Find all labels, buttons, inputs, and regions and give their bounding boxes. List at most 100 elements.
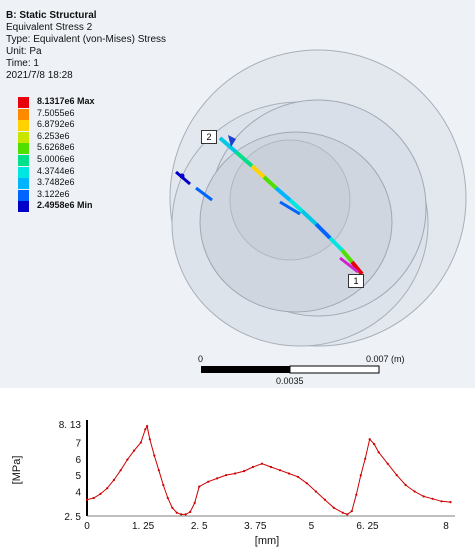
probe-2-pointer	[228, 135, 236, 147]
legend-swatch	[18, 189, 29, 201]
y-tick-label: 7	[75, 438, 81, 449]
legend-label[interactable]: 2.4958e6 Min	[37, 200, 93, 211]
stress-data-point	[189, 510, 192, 513]
stress-data-point	[184, 513, 187, 516]
stress-data-point	[198, 485, 201, 488]
y-axis-label: [MPa]	[11, 456, 23, 485]
result-name: Equivalent Stress 2	[6, 22, 93, 33]
legend-swatch	[18, 155, 29, 166]
stress-data-point	[395, 474, 398, 477]
stress-data-point	[296, 475, 299, 478]
stress-data-point	[216, 477, 219, 480]
stress-data-point	[377, 451, 380, 454]
stress-data-point	[346, 513, 349, 516]
stress-data-point	[359, 474, 362, 477]
stress-data-point	[413, 490, 416, 493]
stress-data-point	[449, 501, 452, 504]
legend-label[interactable]: 5.6268e6	[37, 142, 75, 153]
stress-data-point	[251, 465, 255, 469]
scale-bar	[201, 365, 380, 374]
scale-zero-label: 0	[198, 354, 204, 364]
stress-data-point	[422, 495, 425, 498]
stress-data-point	[207, 480, 210, 483]
stress-data-point	[171, 506, 174, 509]
x-axis-label: [mm]	[255, 535, 279, 547]
stress-data-point	[287, 472, 291, 475]
stress-data-point	[386, 462, 389, 465]
x-tick-label: 8	[443, 521, 449, 532]
legend-swatch	[18, 120, 29, 132]
y-tick-label: 5	[75, 471, 81, 482]
legend-swatch	[18, 143, 29, 155]
stress-data-point	[260, 462, 264, 465]
stress-data-point	[144, 428, 147, 431]
result-date: 2021/7/8 18:28	[6, 70, 73, 81]
x-tick-label: 3. 75	[244, 521, 267, 532]
x-tick-label: 5	[309, 521, 315, 532]
x-tick-label: 2. 5	[191, 521, 208, 532]
stress-data-point	[440, 500, 443, 503]
stress-data-point	[99, 492, 102, 495]
stress-data-point	[106, 487, 109, 490]
legend-swatch	[18, 178, 29, 190]
legend-label[interactable]: 7.5055e6	[37, 107, 75, 118]
legend-swatch	[18, 97, 29, 108]
model-view[interactable]	[0, 0, 475, 388]
stress-data-point	[332, 506, 335, 509]
graphics-viewport[interactable]: B: Static Structural Equivalent Stress 2…	[0, 0, 475, 388]
probe-label-2[interactable]: 2	[201, 130, 217, 144]
legend-swatch	[18, 108, 29, 120]
scale-mid-label: 0.0035	[276, 376, 304, 386]
stress-data-point	[243, 470, 246, 473]
stress-data-point	[148, 438, 151, 441]
path-stress-chart: 2. 5 4 5 6 7 8. 13 0 1. 25 2. 5 3. 75 5 6. 25 8 [MPa]…	[11, 420, 455, 547]
legend-label[interactable]: 6.8792e6	[37, 119, 75, 130]
stress-data-point	[162, 483, 165, 487]
stress-data-point	[85, 498, 89, 501]
stress-data-point	[278, 469, 282, 472]
stress-data-point	[305, 482, 308, 485]
analysis-title: B: Static Structural	[6, 10, 97, 21]
stress-data-point	[92, 496, 95, 500]
probe-label-1[interactable]: 1	[348, 274, 364, 288]
stress-data-point	[431, 497, 434, 500]
x-tick-label: 0	[84, 521, 90, 532]
x-tick-label: 6. 25	[356, 521, 379, 532]
stress-data-point	[404, 483, 407, 487]
stress-data-point	[341, 511, 344, 514]
stress-data-point	[314, 490, 317, 493]
legend-swatch	[18, 131, 29, 143]
stress-series-line	[86, 424, 451, 515]
y-tick-label: 2. 5	[64, 512, 81, 523]
stress-data-point	[234, 472, 237, 475]
stress-data-point	[112, 478, 115, 482]
stress-data-point	[269, 465, 273, 469]
stress-data-point	[350, 510, 353, 513]
legend-label[interactable]: 6.253e6	[37, 130, 70, 141]
y-tick-label: 8. 13	[59, 420, 82, 431]
legend-label[interactable]: 3.122e6	[37, 188, 70, 199]
legend-label[interactable]: 3.7482e6	[37, 177, 75, 188]
legend-swatch	[18, 166, 29, 178]
result-type: Type: Equivalent (von-Mises) Stress	[6, 34, 167, 45]
path-stress-line	[175, 136, 364, 276]
result-time: Time: 1	[6, 58, 39, 69]
legend-label[interactable]: 5.0006e6	[37, 154, 75, 164]
y-tick-label: 6	[75, 455, 81, 466]
stress-data-point	[166, 496, 169, 500]
legend-swatch	[18, 201, 29, 213]
stress-data-point	[355, 493, 358, 496]
legend-label[interactable]: 4.3744e6	[37, 165, 75, 176]
stress-data-point	[157, 469, 160, 472]
stress-data-point	[139, 441, 142, 444]
stress-data-point	[364, 457, 367, 460]
stress-data-point	[126, 458, 129, 461]
stress-data-point	[119, 469, 122, 472]
stress-data-point	[368, 438, 371, 441]
legend-label[interactable]: 8.1317e6 Max	[37, 96, 95, 106]
y-tick-label: 4	[75, 487, 81, 498]
result-unit: Unit: Pa	[6, 46, 42, 57]
stress-data-point	[153, 454, 156, 457]
stress-data-point	[133, 449, 136, 452]
stress-data-point	[175, 511, 178, 514]
